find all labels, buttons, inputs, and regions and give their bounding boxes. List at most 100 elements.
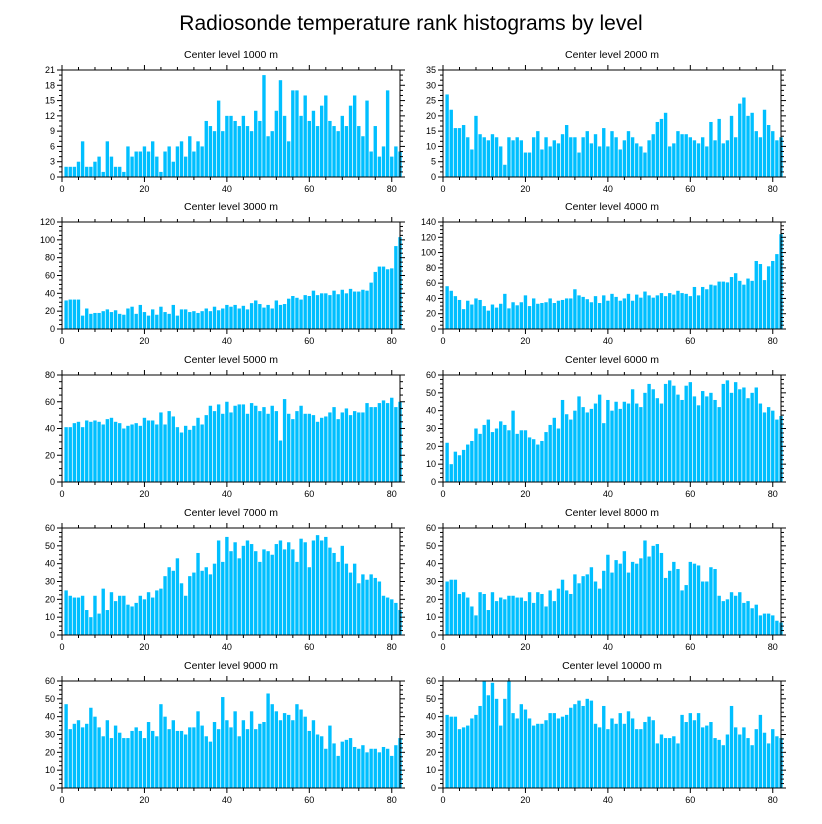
bar [676,394,680,482]
panel-1: Center level 1000 m 0 20 40 60 80 0 3 6 9 12 15 18 21 [45,49,405,194]
bar [299,405,303,482]
bar [672,561,676,635]
bar [725,282,730,329]
bar [315,295,320,329]
bar [482,593,486,635]
bar [663,383,668,482]
bar [134,727,138,788]
bar [494,137,499,177]
bar [564,714,569,788]
y-tick-label: 120 [40,217,55,227]
y-tick-label: 0 [50,324,55,334]
bar [282,304,287,329]
y-tick-label: 30 [426,424,436,434]
bar [531,298,536,329]
bar [254,405,258,482]
bar [138,304,143,329]
x-tick-label: 40 [603,184,613,194]
bar [72,423,77,482]
bar [626,293,631,329]
bar [311,290,316,329]
bar [291,90,295,177]
bar [89,166,93,177]
y-tick-label: 25 [426,96,436,106]
x-tick-label: 60 [685,795,695,805]
bar [738,592,742,635]
bar [287,542,291,635]
bar [237,404,241,482]
bar [229,727,233,788]
bar [754,387,758,482]
bar [449,716,453,788]
bar [733,727,738,788]
bar [385,269,390,329]
bar [668,570,672,635]
bar [394,246,398,329]
bar [668,380,672,482]
bar [93,716,97,788]
bar [373,271,377,329]
bar [225,115,229,177]
bar [377,266,382,329]
x-tick-label: 20 [520,184,530,194]
bar [332,290,336,329]
bar [593,723,598,788]
bar [478,705,482,788]
bar-series [445,234,783,329]
bar [390,599,394,635]
bar [175,730,180,788]
bar [453,716,458,788]
bar [249,403,254,482]
bar [482,137,486,177]
bar [93,161,97,177]
bar [80,595,85,635]
bar [315,421,320,482]
x-axis: 0 20 40 60 80 [59,523,397,652]
bar [564,298,569,329]
y-tick-label: 100 [40,235,55,245]
bar [126,738,130,788]
bar [373,748,377,788]
bar [705,725,709,788]
bar [237,736,241,788]
panel-title: Center level 4000 m [565,201,659,213]
bar [597,588,602,635]
bar [332,552,336,635]
bar [192,151,196,177]
bar [573,574,577,635]
bar [668,293,672,329]
bar [126,604,130,635]
bar [709,722,713,788]
bar [394,146,398,177]
bar [274,711,279,788]
bar [618,300,622,329]
bar [503,164,507,177]
bar [746,278,750,329]
bar [503,599,507,635]
bar [262,407,266,482]
bar [200,725,204,788]
x-axis: 0 20 40 60 80 [59,676,397,805]
bar [150,141,155,177]
bar [93,312,97,329]
y-tick-label: 60 [45,271,55,281]
bar [585,412,589,482]
x-axis: 0 20 40 60 80 [440,65,778,194]
bar [610,718,614,788]
bar [381,746,386,788]
bar [746,115,750,177]
y-tick-label: 0 [50,172,55,182]
bar [233,711,237,788]
bar [97,312,101,329]
x-tick-label: 60 [304,642,314,652]
bar [758,714,763,788]
bar [221,413,225,482]
bar [171,720,175,788]
bar [357,748,361,788]
bar [709,284,713,329]
y-tick-label: 20 [45,747,55,757]
y-tick-label: 10 [426,459,436,469]
bar [647,716,651,788]
bar [606,300,610,329]
bar [478,433,482,482]
